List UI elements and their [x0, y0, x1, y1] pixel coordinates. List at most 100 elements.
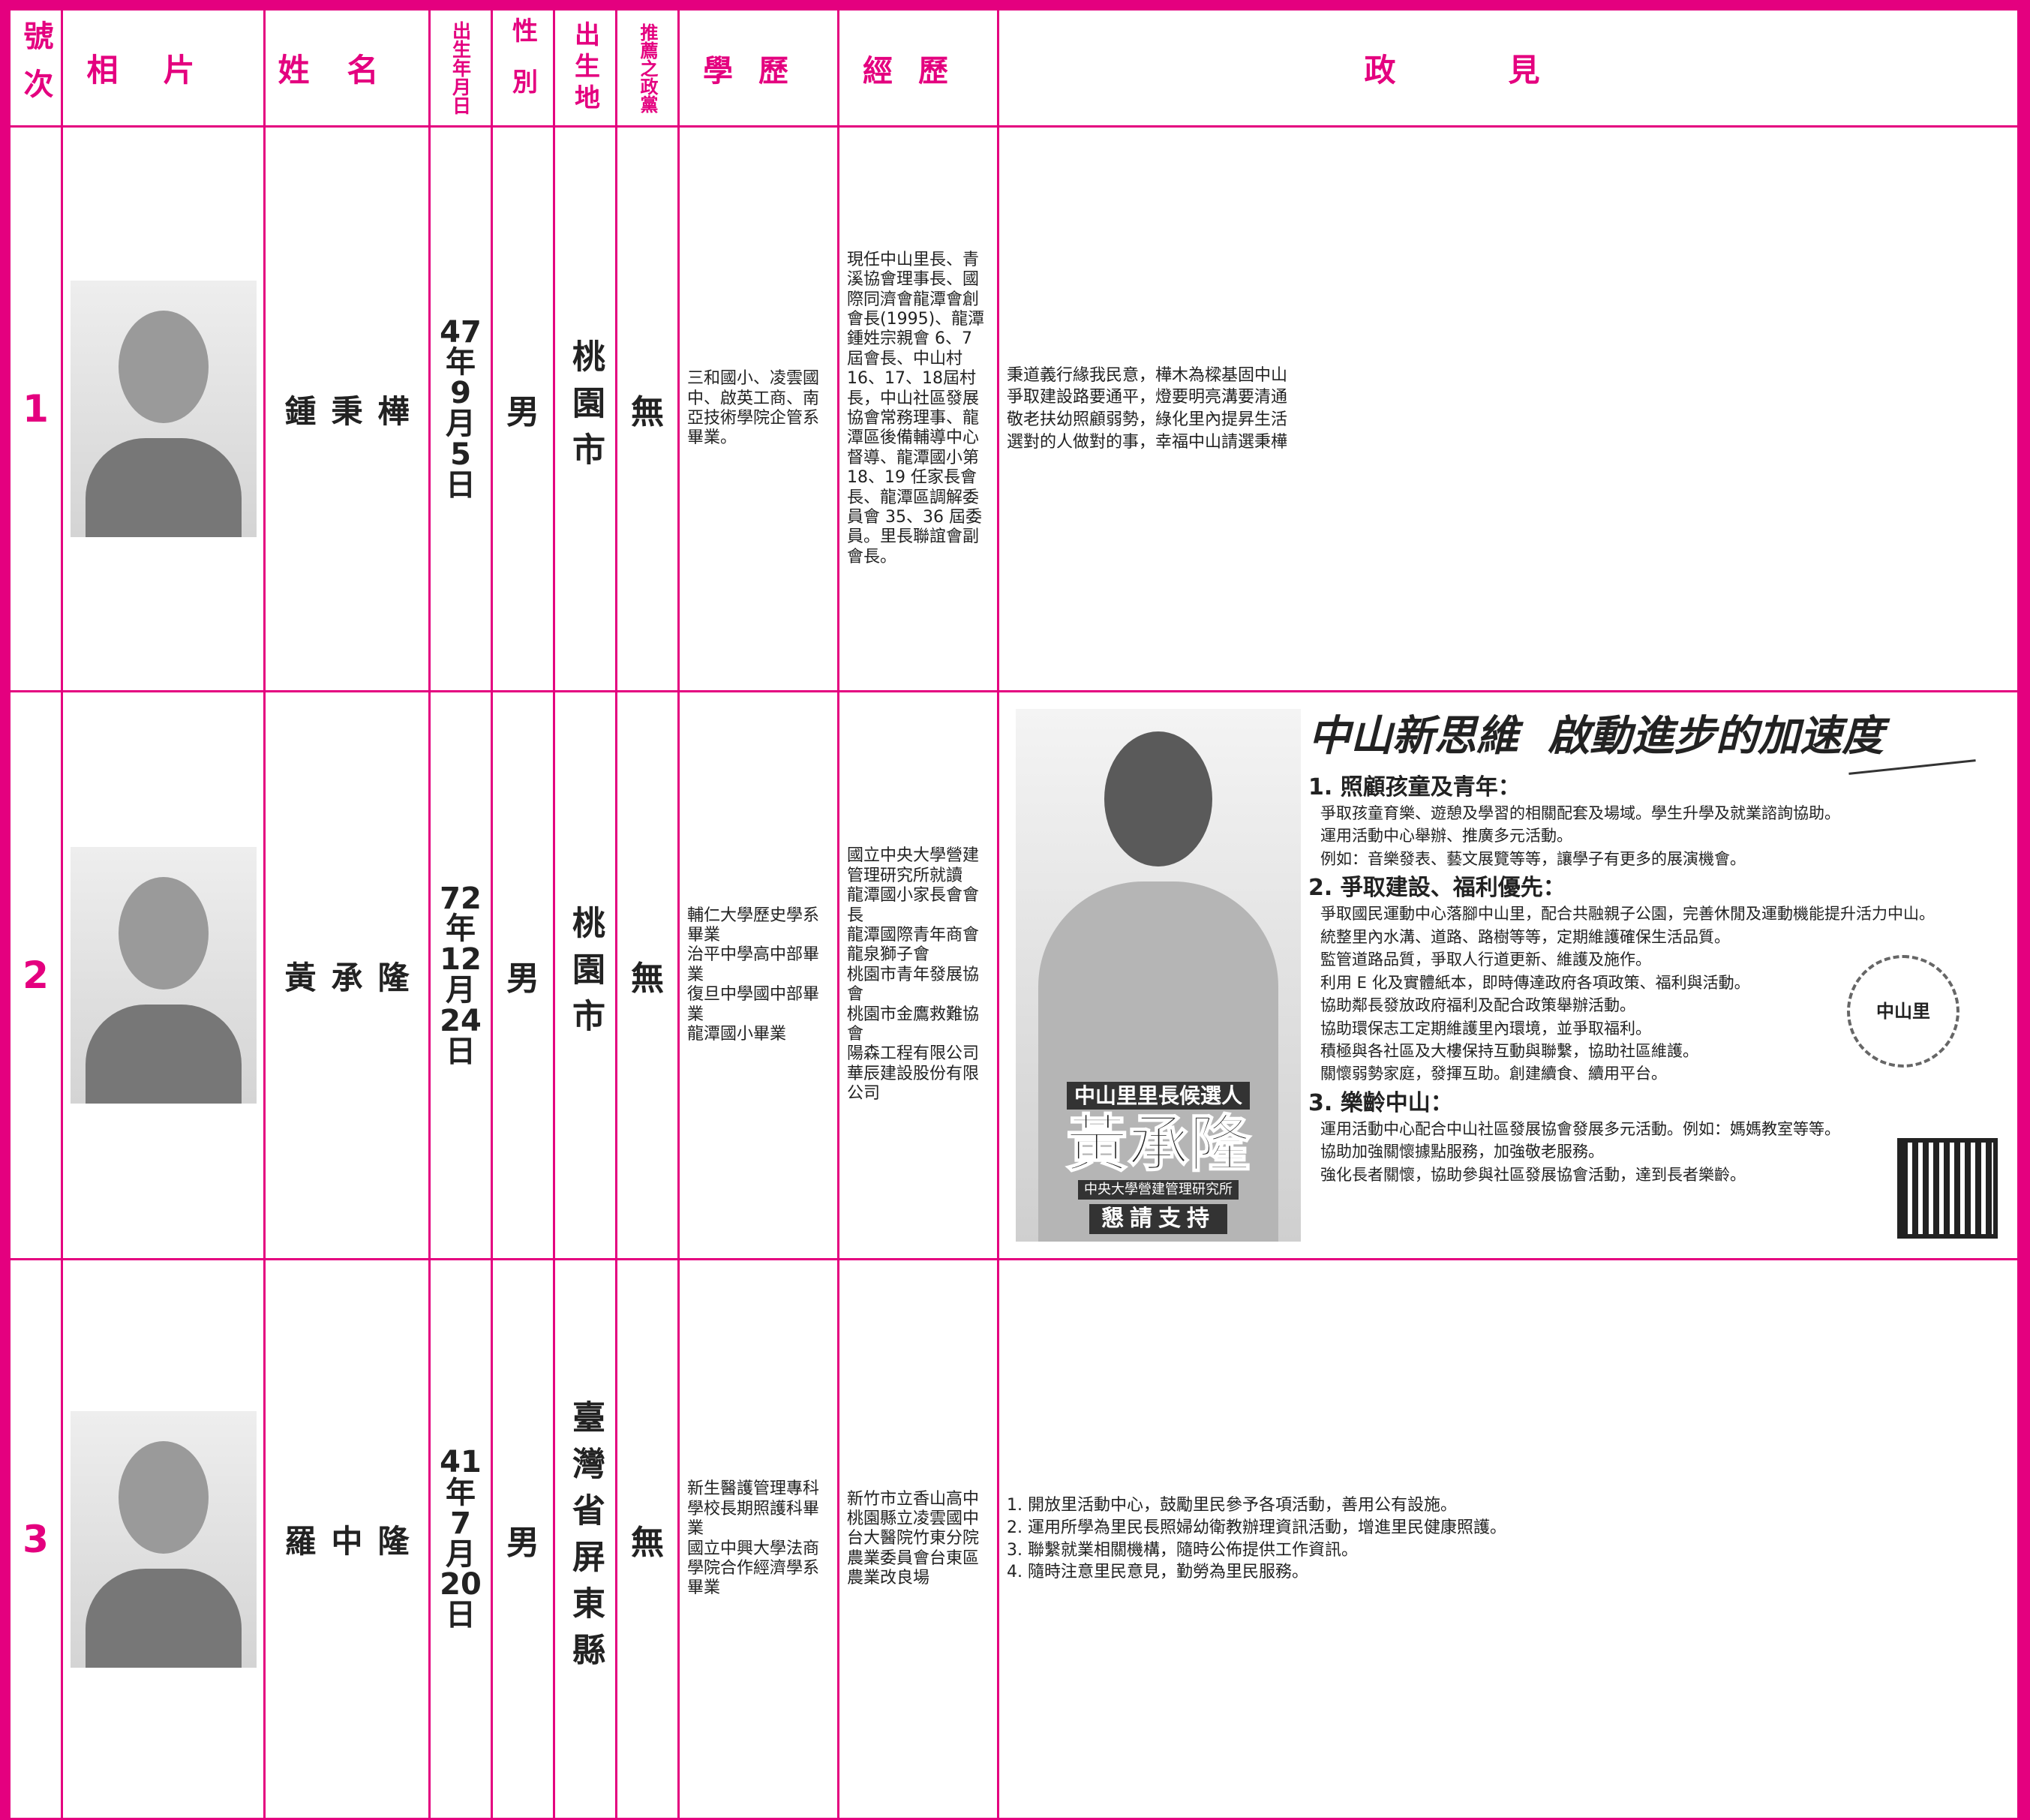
birth-cell: 72 年 12 月 24 日	[431, 692, 493, 1260]
birthplace-cell: 桃園市	[555, 128, 617, 692]
platform-text: 中山新思維 啟動進步的加速度 1. 照顧孩童及青年： 爭取孩童育樂、遊憩及學習的相關…	[1308, 710, 2010, 1186]
name-cell: 黃承隆	[266, 692, 431, 1260]
photo-body	[85, 1005, 242, 1104]
education-item: 新生醫護管理專科學校長期照護科畢業	[687, 1479, 820, 1539]
birth-part: 12	[440, 942, 482, 978]
photo-head	[118, 311, 209, 423]
experience-item: 桃園市青年發展協會	[847, 965, 980, 1005]
gender: 男	[506, 1523, 539, 1562]
candidate-photo	[70, 847, 257, 1104]
header-cell: 學歷	[680, 11, 839, 128]
party-cell: 無	[617, 128, 680, 692]
section-item: 利用 E 化及實體紙本，即時傳達政府各項政策、福利與活動。	[1320, 973, 1750, 992]
birth-part: 日	[445, 1034, 476, 1069]
education: 新生醫護管理專科學校長期照護科畢業 國立中興大學法商學院合作經濟學系畢業	[687, 1479, 830, 1598]
platform-cell: 秉道義行緣我民意，樺木為樑基固中山 爭取建設路要通平，燈要明亮溝要清通 敬老扶幼照顧…	[999, 128, 2019, 692]
section-item: 協助加強關懷據點服務，加強敬老服務。	[1320, 1143, 1604, 1161]
photo-body	[85, 1568, 242, 1668]
birth-part: 月	[445, 407, 476, 441]
education-cell: 輔仁大學歷史學系畢業 治平中學高中部畢業 復旦中學國中部畢業 龍潭國小畢業	[680, 692, 839, 1260]
header-label: 學歷	[703, 53, 814, 89]
experience-cell: 國立中央大學營建管理研究所就讀 龍潭國小家長會會長 龍潭國際青年商會 龍泉獅子會 桃園市…	[839, 692, 999, 1260]
experience-item: 桃園市金鷹救難協會	[847, 1005, 980, 1044]
header-cell: 姓名	[266, 11, 431, 128]
birth-part: 月	[445, 973, 476, 1008]
birth-cell: 47 年 9 月 5 日	[431, 128, 493, 692]
birth-part: 47	[440, 314, 482, 350]
photo-cell	[63, 128, 266, 692]
birth-cell: 41 年 7 月 20 日	[431, 1260, 493, 1820]
candidate-number: 2	[23, 954, 49, 997]
sun-badge: 中山里	[1847, 955, 1959, 1068]
poster-appeal: 懇請支持	[1089, 1204, 1227, 1234]
experience-item: 台大醫院竹東分院	[847, 1529, 980, 1548]
platform-cell: 中山里里長候選人 黃承隆 中央大學營建管理研究所 懇請支持 中山新思維 啟動進步的加速度…	[999, 692, 2019, 1260]
education-item: 三和國小、凌雲國中、啟英工商、南亞技術學院企管系畢業。	[687, 369, 820, 448]
section-heading: 1. 照顧孩童及青年：	[1308, 774, 1521, 800]
experience-item: 龍泉獅子會	[847, 945, 930, 965]
section-item: 協助鄰長發放政府福利及配合政策舉辦活動。	[1320, 996, 1635, 1015]
number-cell: 1	[11, 128, 63, 692]
experience-item: 新竹市立香山高中	[847, 1489, 980, 1509]
candidate-photo	[70, 281, 257, 537]
gender: 男	[506, 960, 539, 998]
section-item: 統整里內水溝、道路、路樹等等，定期維護確保生活品質。	[1320, 927, 1730, 946]
experience-item: 龍潭國際青年商會	[847, 926, 980, 945]
photo-body	[85, 438, 242, 537]
header-label: 性別	[507, 17, 538, 119]
photo-head	[118, 1440, 209, 1554]
gender-cell: 男	[493, 128, 555, 692]
gender-cell: 男	[493, 1260, 555, 1820]
number-cell: 3	[11, 1260, 63, 1820]
photo-cell	[63, 1260, 266, 1820]
birth-part: 年	[445, 345, 476, 380]
platform-cell: 1. 開放里活動中心，鼓勵里民參予各項活動，善用公有設施。 2. 運用所學為里民長…	[999, 1260, 2019, 1820]
education-item: 治平中學高中部畢業	[687, 945, 820, 984]
birth-part: 日	[445, 1598, 476, 1633]
party: 無	[631, 393, 664, 431]
experience-item: 陽森工程有限公司	[847, 1044, 980, 1064]
candidate-photo	[70, 1410, 257, 1668]
birth-part: 年	[445, 1475, 476, 1510]
header-cell: 出生年月日	[431, 11, 493, 128]
platform-line: 秉道義行緣我民意，樺木為樑基固中山	[1007, 365, 1288, 385]
party-cell: 無	[617, 1260, 680, 1820]
experience-item: 龍潭國小家長會會長	[847, 886, 980, 925]
education-item: 國立中興大學法商學院合作經濟學系畢業	[687, 1539, 820, 1598]
header-label: 出生年月日	[449, 21, 472, 115]
poster-labels: 中山里里長候選人 黃承隆 中央大學營建管理研究所 懇請支持	[1031, 1081, 1286, 1234]
section-item: 爭取孩童育樂、遊憩及學習的相關配套及場域。學生升學及就業諮詢協助。	[1320, 804, 1840, 822]
birth-part: 24	[440, 1003, 482, 1038]
birthplace: 桃園市	[566, 905, 605, 1045]
photo-cell	[63, 692, 266, 1260]
header-label: 相片	[86, 52, 240, 89]
section-item: 積極與各社區及大樓保持互動與聯繫，協助社區維護。	[1320, 1041, 1698, 1060]
header-cell: 號次	[11, 11, 63, 128]
poster-school: 中央大學營建管理研究所	[1078, 1180, 1239, 1200]
section-item: 例如：音樂發表、藝文展覽等等，讓學子有更多的展演機會。	[1320, 849, 1746, 868]
birthplace: 臺灣省屏東縣	[566, 1399, 605, 1679]
platform-line: 爭取建設路要通平，燈要明亮溝要清通	[1007, 388, 1288, 407]
section-heading: 2. 爭取建設、福利優先：	[1308, 875, 1566, 902]
section-item: 運用活動中心配合中山社區發展協會發展多元活動。例如：媽媽教室等等。	[1320, 1119, 1840, 1138]
section-item: 爭取國民運動中心落腳中山里，配合共融親子公園，完善休閒及運動機能提升活力中山。	[1320, 905, 1935, 924]
birth-part: 20	[440, 1567, 482, 1602]
experience-item: 國立中央大學營建管理研究所就讀	[847, 846, 980, 885]
section-item: 關懷弱勢家庭，發揮互助。創建續食、續用平台。	[1320, 1065, 1667, 1083]
poster: 中山里里長候選人 黃承隆 中央大學營建管理研究所 懇請支持	[1016, 709, 1301, 1242]
header-cell: 性別	[493, 11, 555, 128]
platform-headline: 中山新思維 啟動進步的加速度	[1308, 712, 1884, 761]
header-cell: 推薦之政黨	[617, 11, 680, 128]
header-label: 政見	[1364, 52, 1653, 89]
gender-cell: 男	[493, 692, 555, 1260]
experience: 現任中山里長、青溪協會理事長、國際同濟會龍潭會創會長(1995)、龍潭鍾姓宗親會…	[847, 251, 989, 567]
header-cell: 出生地	[555, 11, 617, 128]
header-cell: 政見	[999, 11, 2019, 128]
platform-line: 4. 隨時注意里民意見，勤勞為里民服務。	[1007, 1563, 1308, 1582]
platform-line: 3. 聯繫就業相關機構，隨時公佈提供工作資訊。	[1007, 1540, 1358, 1560]
gender: 男	[506, 393, 539, 431]
candidate-name: 羅中隆	[284, 1523, 425, 1560]
header-label: 出生地	[569, 20, 600, 116]
experience: 新竹市立香山高中 桃園縣立凌雲國中 台大醫院竹東分院 農業委員會台東區農業改良場	[847, 1490, 989, 1589]
